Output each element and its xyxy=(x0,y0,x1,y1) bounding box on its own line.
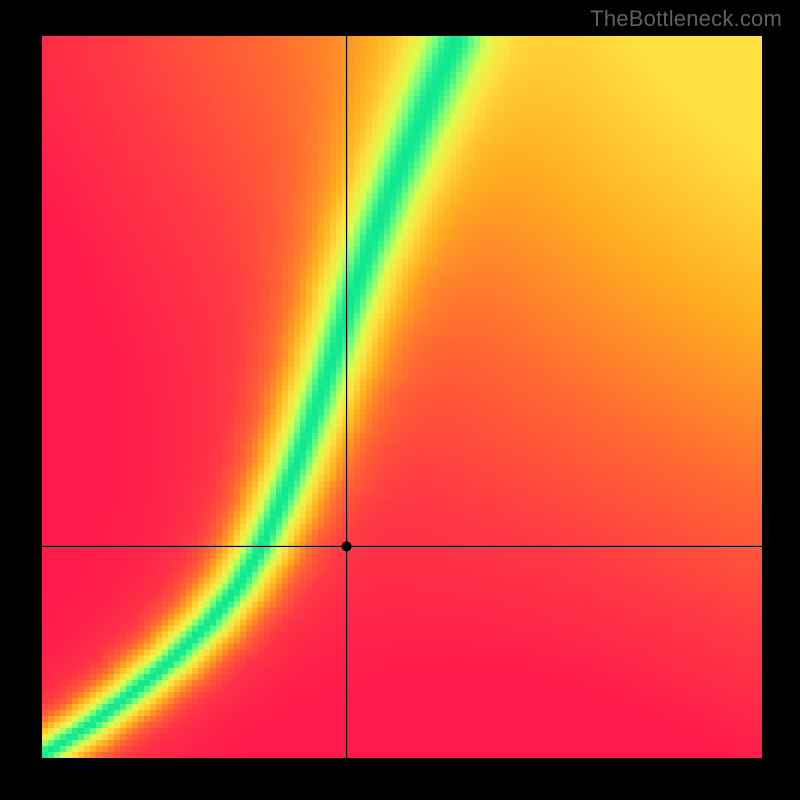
heatmap-canvas xyxy=(42,36,762,758)
watermark-text: TheBottleneck.com xyxy=(590,6,782,32)
chart-container: { "watermark": { "text": "TheBottleneck.… xyxy=(0,0,800,800)
